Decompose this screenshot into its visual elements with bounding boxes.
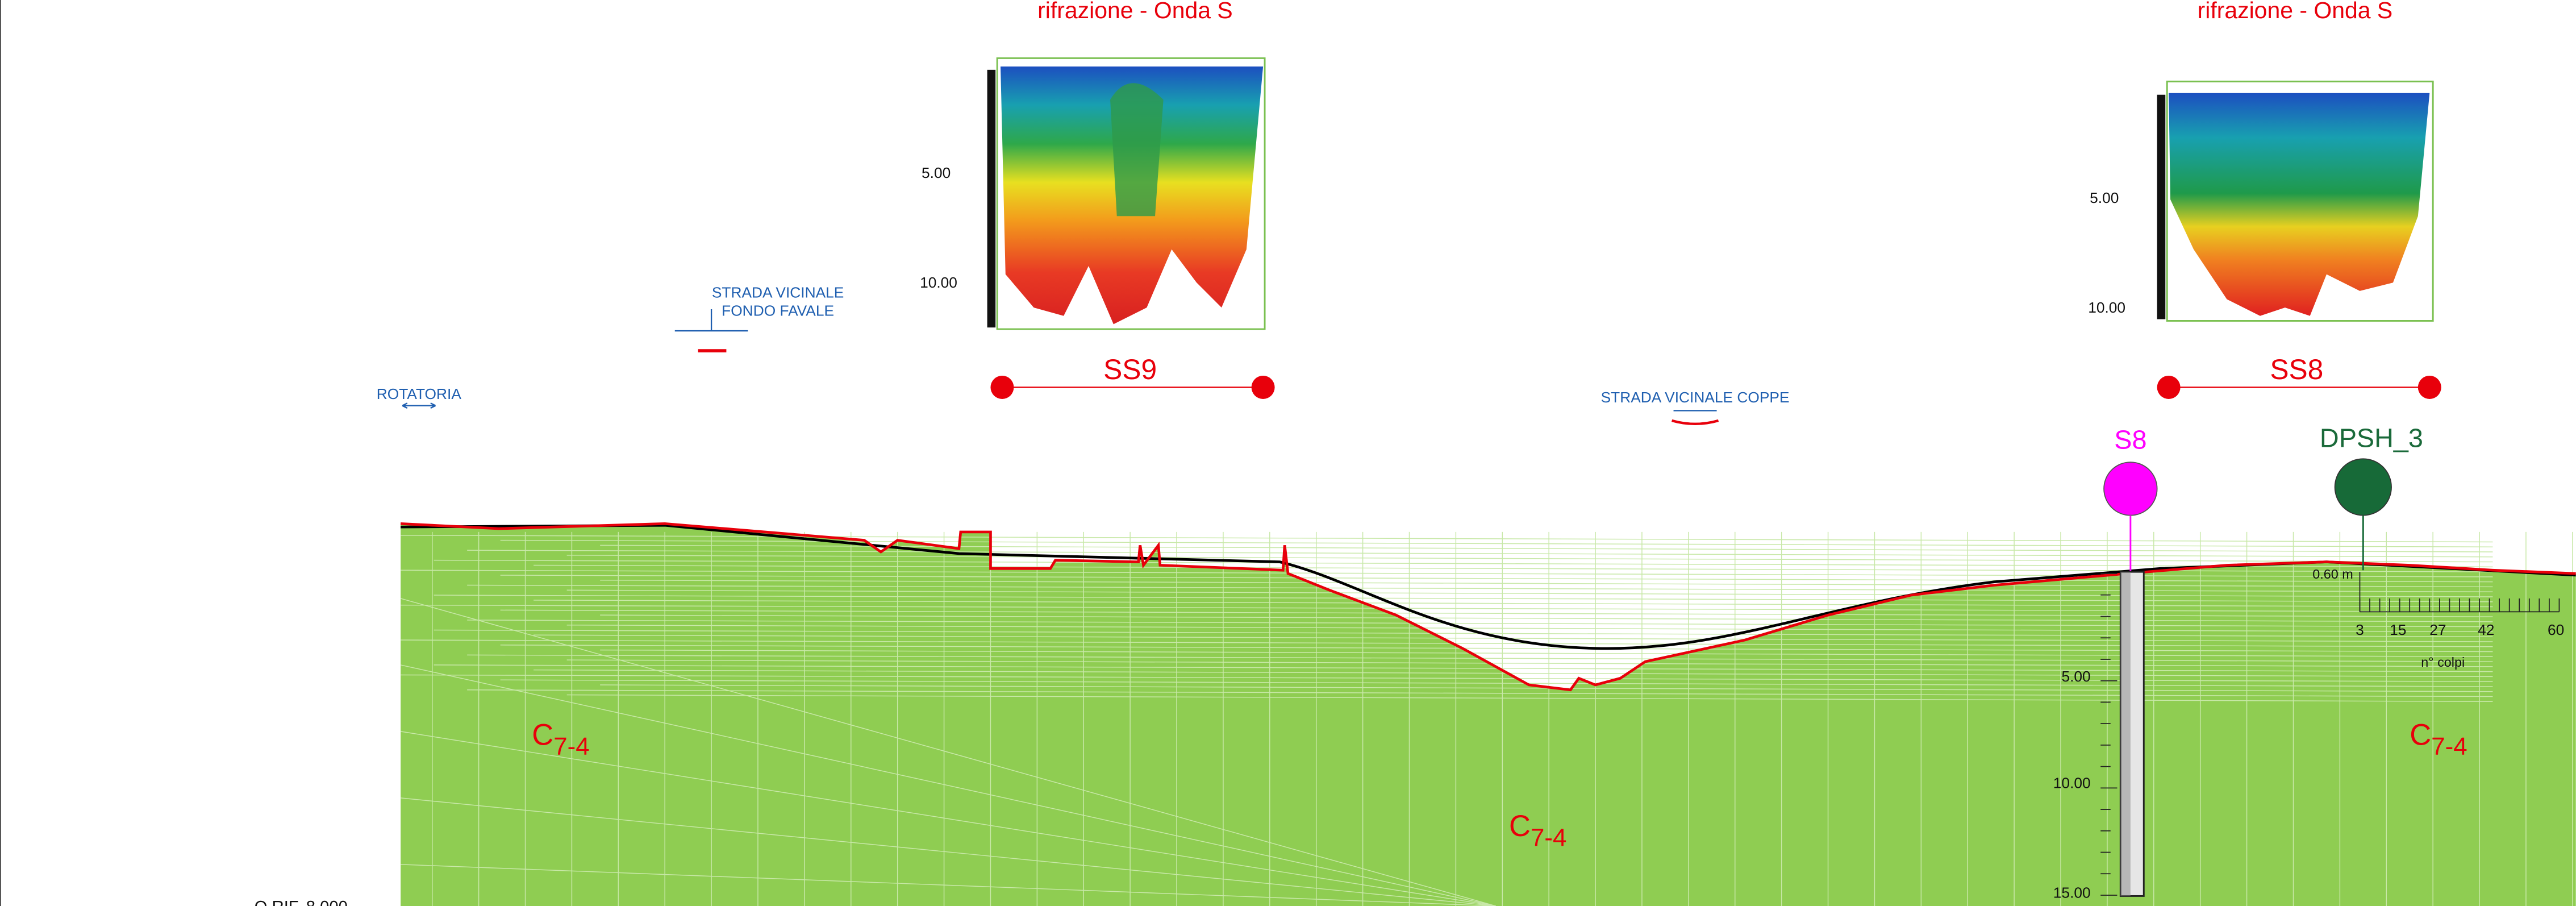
scale-label: 3: [2356, 621, 2364, 638]
hatch-line: [533, 600, 2493, 608]
road-label: STRADA VICINALE: [712, 284, 844, 301]
hatch-line: [401, 664, 1496, 906]
depth-label: 10.00: [2053, 774, 2091, 791]
hatch-line: [433, 629, 2493, 637]
hatch-line: [500, 645, 2493, 653]
hatch-line: [600, 614, 2493, 622]
hatch-line: [533, 634, 2493, 642]
tomo-image: [1110, 83, 1164, 217]
hatch-line: [500, 679, 2493, 687]
road-arrow: [402, 402, 436, 409]
scale-label: 27: [2429, 621, 2446, 638]
depth-label: 10.00: [920, 274, 957, 291]
depth-label: 5.00: [922, 164, 951, 181]
borehole-scale: [2100, 573, 2118, 896]
road-arrow: [674, 309, 748, 332]
hatch-line: [533, 669, 2493, 678]
hatch-line: [600, 649, 2493, 658]
line-end: [990, 375, 1014, 399]
tomo-scale: [2157, 94, 2166, 319]
project-line: [401, 522, 2576, 692]
dpsh-scale: 3 15 27 42 60: [2356, 621, 2564, 638]
hatch-line: [500, 575, 2493, 583]
depth-label: 5.00: [2090, 189, 2119, 206]
depth-label: 10.00: [2088, 299, 2125, 316]
line-end: [2157, 375, 2181, 399]
road-label: FONDO FAVALE: [722, 302, 834, 319]
unit-label: C7-4: [1509, 809, 1566, 852]
hatch-line: [566, 589, 2493, 597]
hatch-line: [401, 797, 1496, 906]
scale-label: 60: [2548, 621, 2564, 638]
reference-level: Q.RIF. 8.000: [255, 899, 348, 906]
hatch-line: [467, 584, 2493, 592]
hatch-line: [401, 535, 2493, 543]
hatch-line: [433, 595, 2493, 602]
hatch-line: [566, 624, 2493, 633]
hatch-line: [400, 598, 1496, 906]
unit-label: C7-4: [532, 718, 589, 760]
tomo-title: rifrazione - Onda S: [1037, 0, 1233, 23]
road-mark: [1672, 419, 1719, 426]
dpsh-ticks: [2359, 598, 2560, 612]
hatch-line: [600, 545, 2493, 552]
hatch-line: [500, 609, 2493, 617]
hatch-line: [566, 555, 2493, 563]
hatch-line: [433, 664, 2493, 672]
hatch-line: [566, 694, 2493, 702]
scale-label: 15: [2390, 621, 2406, 638]
tomo-image: [2169, 93, 2430, 316]
tomo-scale: [987, 69, 996, 328]
line-end: [1251, 375, 1275, 399]
depth-label: 15.00: [2053, 884, 2091, 901]
hatch-line: [401, 864, 1496, 906]
hatch-line: [600, 580, 2493, 588]
tomo-title: rifrazione - Onda S: [2198, 0, 2393, 23]
unit-label: C7-4: [2410, 718, 2467, 760]
hatch-line: [401, 731, 1496, 906]
hatch-line: [467, 620, 2493, 627]
road-label: STRADA VICINALE COPPE: [1601, 389, 1790, 406]
dpsh-label: DPSH_3: [2320, 423, 2423, 453]
hatch-line: [566, 659, 2493, 667]
hatch-line: [467, 550, 2493, 558]
dpsh-axis-label: n° colpi: [2421, 655, 2465, 670]
borehole-symbol: [2103, 462, 2158, 516]
dpsh-depth: 0.60 m: [2312, 567, 2353, 581]
line-label: SS8: [2270, 354, 2323, 385]
borehole-column: [2120, 572, 2131, 896]
borehole-label: S8: [2114, 425, 2146, 455]
depth-label: 5.00: [2061, 668, 2090, 685]
hatch-line: [433, 559, 2493, 568]
line-label: SS9: [1103, 354, 1157, 385]
hatch-line: [467, 689, 2493, 697]
scale-label: 42: [2478, 621, 2494, 638]
dpsh-symbol: [2334, 458, 2392, 516]
line-end: [2417, 375, 2441, 399]
road-label: ROTATORIA: [377, 385, 462, 402]
